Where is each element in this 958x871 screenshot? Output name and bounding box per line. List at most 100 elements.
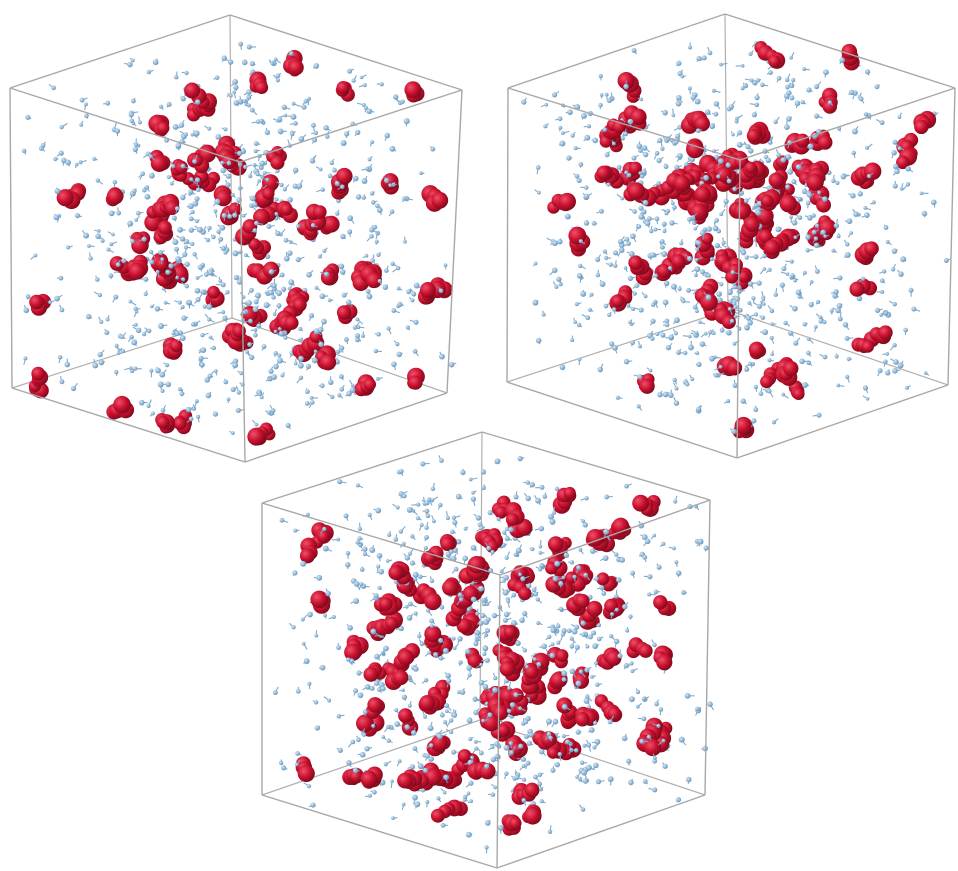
- water-atom: [221, 310, 226, 315]
- water-atom: [817, 190, 821, 195]
- water-atom: [252, 202, 258, 207]
- water-atom: [593, 762, 599, 769]
- water-atom: [365, 289, 371, 294]
- water-atom: [273, 57, 278, 62]
- water-atom: [160, 388, 165, 393]
- water-atom: [159, 104, 164, 109]
- water-atom: [337, 747, 343, 753]
- water-atom: [628, 696, 635, 703]
- water-atom: [362, 551, 368, 557]
- water-atom: [268, 269, 275, 275]
- water-atom: [230, 192, 235, 197]
- water-atom: [547, 829, 553, 834]
- water-atom: [395, 265, 401, 271]
- water-atom: [195, 275, 200, 280]
- water-atom: [220, 160, 225, 165]
- ion-atom: [656, 264, 671, 278]
- water-atom: [444, 703, 450, 709]
- water-atom: [413, 577, 418, 582]
- water-atom: [719, 212, 724, 217]
- water-atom: [452, 519, 458, 526]
- ion-atom: [29, 294, 44, 310]
- water-atom: [723, 198, 729, 204]
- water-atom: [623, 358, 630, 365]
- water-atom: [805, 200, 811, 206]
- ion-cluster: [854, 241, 879, 266]
- water-atom: [149, 259, 155, 265]
- water-atom: [675, 133, 681, 139]
- water-atom: [199, 362, 205, 368]
- ion-atom: [628, 255, 643, 270]
- water-atom: [169, 181, 174, 186]
- water-atom: [246, 89, 252, 95]
- water-atom: [417, 574, 423, 579]
- water-atom: [165, 269, 171, 275]
- ion-cluster: [162, 337, 183, 360]
- water-atom: [654, 150, 660, 156]
- water-atom: [196, 414, 201, 419]
- water-atom: [396, 286, 401, 291]
- water-atom: [517, 455, 523, 462]
- water-atom: [61, 157, 67, 164]
- water-atom: [780, 157, 787, 163]
- water-atom: [771, 420, 777, 425]
- water-atom: [767, 358, 772, 363]
- water-atom: [352, 325, 358, 330]
- water-atom: [341, 292, 347, 298]
- water-atom: [249, 354, 255, 360]
- water-atom: [667, 392, 674, 398]
- ion-atom: [155, 257, 169, 271]
- water-atom: [662, 299, 669, 306]
- water-atom: [192, 159, 197, 164]
- water-atom: [725, 329, 732, 336]
- water-atom: [699, 230, 706, 236]
- water-atom: [306, 271, 312, 278]
- water-atom: [271, 282, 277, 289]
- water-atom: [402, 196, 407, 201]
- water-atom: [675, 570, 682, 576]
- water-atom: [544, 102, 549, 107]
- water-atom: [575, 680, 582, 687]
- water-atom: [753, 254, 759, 260]
- water-atom: [301, 104, 307, 110]
- ion-atom: [164, 200, 180, 216]
- water-atom: [762, 253, 767, 259]
- water-atom: [716, 174, 721, 179]
- water-atom: [578, 162, 584, 167]
- ion-atom: [746, 128, 761, 143]
- water-atom: [258, 118, 264, 124]
- water-atom: [120, 334, 125, 340]
- water-atom: [806, 350, 811, 356]
- water-atom: [202, 304, 207, 309]
- water-atom: [762, 267, 767, 271]
- water-atom: [313, 63, 320, 69]
- water-atom: [524, 733, 530, 740]
- water-atom: [422, 767, 429, 774]
- water-atom: [857, 191, 863, 197]
- ion-atom: [255, 81, 269, 94]
- water-atom: [274, 197, 279, 202]
- water-atom: [257, 392, 262, 397]
- water-atom: [430, 486, 436, 492]
- water-atom: [892, 343, 897, 348]
- water-atom: [438, 288, 444, 294]
- water-atom: [789, 95, 795, 101]
- water-atom: [329, 160, 334, 166]
- water-atom: [696, 240, 702, 246]
- water-atom: [301, 641, 306, 646]
- water-atom: [279, 517, 285, 523]
- water-atom: [620, 136, 625, 141]
- water-atom: [337, 393, 342, 398]
- water-atom: [478, 679, 485, 686]
- water-atom: [133, 306, 138, 311]
- water-atom: [660, 146, 665, 151]
- water-atom: [466, 607, 471, 612]
- ion-cluster: [155, 413, 176, 434]
- water-atom: [592, 137, 599, 144]
- ion-atom: [31, 366, 46, 381]
- ion-atom: [297, 764, 315, 783]
- water-atom: [391, 816, 395, 821]
- molecules: [21, 41, 457, 446]
- water-atom: [586, 764, 592, 771]
- water-atom: [598, 73, 603, 79]
